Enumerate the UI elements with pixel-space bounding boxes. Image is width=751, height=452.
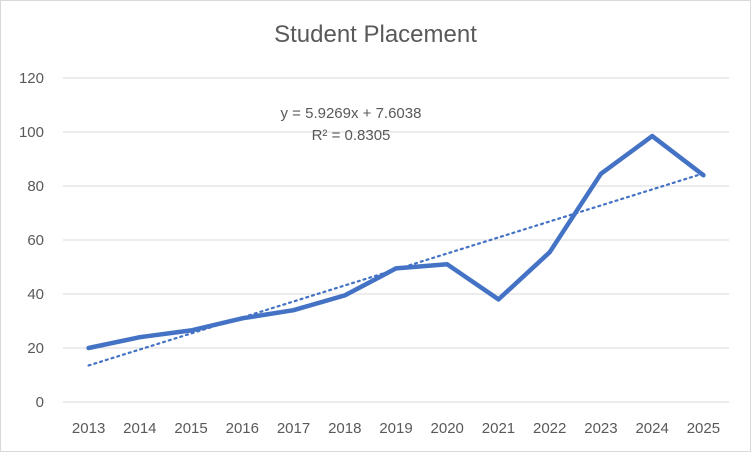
y-tick-label: 0 xyxy=(36,394,44,411)
data-point xyxy=(445,262,450,267)
chart-title: Student Placement xyxy=(274,21,477,48)
trendline xyxy=(87,172,705,367)
data-point xyxy=(547,250,552,255)
y-tick-label: 100 xyxy=(19,124,44,141)
x-tick-label: 2019 xyxy=(379,420,412,437)
data-point xyxy=(86,346,91,350)
x-tick-label: 2023 xyxy=(584,420,617,437)
x-tick-label: 2024 xyxy=(635,420,668,437)
series-group xyxy=(86,133,706,351)
gridlines xyxy=(63,77,729,403)
data-point xyxy=(189,328,194,333)
y-tick-label: 40 xyxy=(27,286,44,303)
y-tick-label: 20 xyxy=(27,340,44,357)
y-tick-label: 80 xyxy=(27,178,44,195)
data-point xyxy=(598,171,603,176)
x-tick-label: 2013 xyxy=(72,420,105,437)
x-tick-label: 2025 xyxy=(687,420,720,437)
data-point xyxy=(137,335,142,340)
data-point xyxy=(701,173,706,178)
series-line xyxy=(86,133,706,351)
data-point xyxy=(240,316,245,321)
data-point xyxy=(394,266,398,271)
x-tick-label: 2021 xyxy=(482,420,515,437)
x-tick-label: 2022 xyxy=(533,420,566,437)
x-tick-label: 2020 xyxy=(431,420,464,437)
data-point xyxy=(342,293,347,298)
data-point xyxy=(291,308,296,313)
trendline-equation: y = 5.9269x + 7.6038 xyxy=(281,105,422,122)
trendline-group xyxy=(87,172,705,367)
x-tick-label: 2018 xyxy=(328,420,361,437)
x-axis-ticks: 2013 2014 2015 2016 2017 2018 2019 2020 2021 2022… xyxy=(72,420,720,437)
x-tick-label: 2016 xyxy=(226,420,259,437)
data-point xyxy=(496,297,501,302)
trendline-annotation: y = 5.9269x + 7.6038 R² = 0.8305 xyxy=(281,105,422,144)
x-tick-label: 2017 xyxy=(277,420,310,437)
data-point xyxy=(650,134,655,139)
x-tick-label: 2014 xyxy=(123,420,156,437)
x-tick-label: 2015 xyxy=(174,420,207,437)
trendline-r-squared: R² = 0.8305 xyxy=(312,127,391,144)
y-tick-label: 120 xyxy=(19,70,44,87)
y-tick-label: 60 xyxy=(27,232,44,249)
y-axis-ticks: 0 20 40 60 80 100 120 xyxy=(19,70,44,411)
